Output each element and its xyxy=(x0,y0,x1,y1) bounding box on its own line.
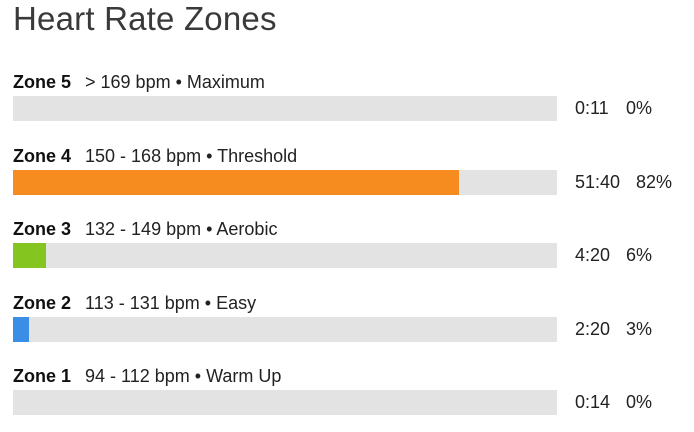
zone-name: Zone 4 xyxy=(13,146,72,166)
zone-bar-track xyxy=(13,390,557,415)
zone-range: 132 - 149 bpm xyxy=(85,219,202,239)
zone-label: Aerobic xyxy=(216,219,278,239)
zone-separator: • xyxy=(189,366,207,386)
zone-separator: • xyxy=(170,72,187,92)
zone-row: Zone 4 150 - 168 bpm • Threshold 51:40 82% xyxy=(0,145,694,205)
zone-header: Zone 3 132 - 149 bpm • Aerobic xyxy=(13,218,277,240)
zone-header: Zone 2 113 - 131 bpm • Easy xyxy=(13,292,256,314)
zone-label: Maximum xyxy=(186,72,265,92)
zone-time: 0:11 xyxy=(575,98,609,118)
zone-bar-fill xyxy=(13,243,46,268)
zone-label: Warm Up xyxy=(206,366,282,386)
zone-time: 0:14 xyxy=(575,392,611,412)
zone-row: Zone 5 > 169 bpm • Maximum 0:11 0% xyxy=(0,71,694,131)
zone-row: Zone 1 94 - 112 bpm • Warm Up 0:14 0% xyxy=(0,365,694,425)
zone-name: Zone 5 xyxy=(13,72,72,92)
page-title: Heart Rate Zones xyxy=(13,0,277,37)
zone-name: Zone 2 xyxy=(13,293,72,313)
zone-bar-track xyxy=(13,170,557,195)
zone-range: 113 - 131 bpm xyxy=(85,293,200,313)
zone-header: Zone 1 94 - 112 bpm • Warm Up xyxy=(13,365,281,387)
zone-percent: 0% xyxy=(626,392,653,412)
zone-time: 51:40 xyxy=(575,172,621,192)
zone-row: Zone 2 113 - 131 bpm • Easy 2:20 3% xyxy=(0,292,694,352)
zone-name: Zone 1 xyxy=(13,366,72,386)
zone-separator: • xyxy=(201,146,218,166)
zone-separator: • xyxy=(201,219,217,239)
zone-range: 94 - 112 bpm xyxy=(85,366,190,386)
zone-percent: 82% xyxy=(636,172,673,192)
zone-percent: 6% xyxy=(626,245,653,265)
zone-row: Zone 3 132 - 149 bpm • Aerobic 4:20 6% xyxy=(0,218,694,278)
zone-bar-fill xyxy=(13,170,459,195)
zone-name: Zone 3 xyxy=(13,219,72,239)
zone-range: 150 - 168 bpm xyxy=(85,146,202,166)
zone-time: 4:20 xyxy=(575,245,611,265)
zone-separator: • xyxy=(199,293,217,313)
zone-label: Easy xyxy=(216,293,257,313)
zone-bar-track xyxy=(13,243,557,268)
zone-percent: 0% xyxy=(626,98,653,118)
zone-time: 2:20 xyxy=(575,319,611,339)
zone-range: > 169 bpm xyxy=(85,72,171,92)
zone-bar-track xyxy=(13,317,557,342)
zone-header: Zone 4 150 - 168 bpm • Threshold xyxy=(13,145,297,167)
zone-header: Zone 5 > 169 bpm • Maximum xyxy=(13,71,265,93)
zone-percent: 3% xyxy=(626,319,653,339)
zone-bar-track xyxy=(13,96,557,121)
zone-bar-fill xyxy=(13,317,29,342)
zone-label: Threshold xyxy=(217,146,298,166)
